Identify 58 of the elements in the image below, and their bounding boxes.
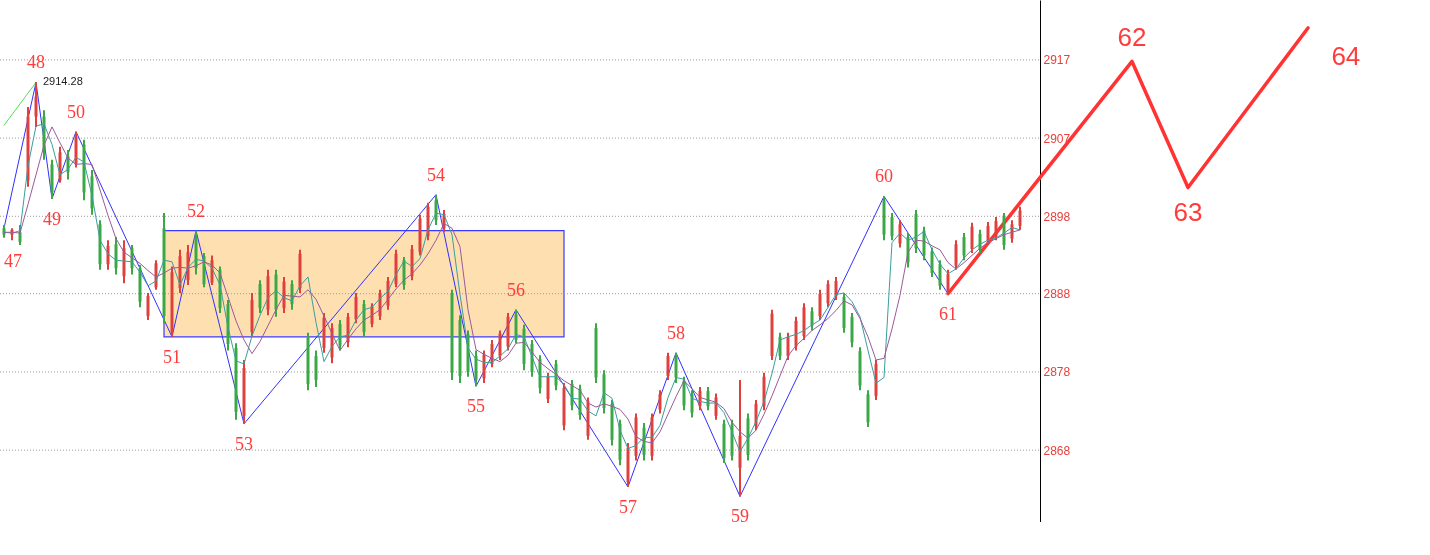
annotation: 62 — [1117, 22, 1147, 53]
annotation: 50 — [67, 101, 85, 122]
candlestick — [818, 288, 822, 322]
annotation: 51 — [163, 346, 181, 367]
candlestick — [962, 232, 966, 262]
candlestick — [546, 371, 550, 405]
candlestick — [954, 239, 958, 271]
candlestick — [690, 389, 694, 419]
annotation: 63 — [1173, 196, 1203, 227]
candlestick — [666, 351, 670, 381]
annotation: 55 — [467, 396, 485, 417]
candlestick — [34, 81, 38, 128]
candlestick — [786, 331, 790, 361]
y-tick-label: 2878 — [1043, 365, 1071, 380]
candlestick — [474, 349, 478, 388]
candlestick — [114, 236, 118, 276]
candlestick — [970, 221, 974, 255]
candlestick — [890, 212, 894, 242]
candlestick — [434, 193, 438, 227]
annotation: 64 — [1331, 40, 1361, 71]
candlestick — [930, 246, 934, 278]
candlestick — [898, 219, 902, 249]
candlestick — [146, 291, 150, 322]
candlestick — [258, 279, 262, 314]
candlestick — [314, 349, 318, 389]
candlestick — [674, 351, 678, 385]
candlestick — [338, 319, 342, 352]
candlestick — [946, 268, 950, 295]
candlestick — [834, 275, 838, 302]
y-tick-label: 2898 — [1043, 209, 1071, 224]
candlestick — [938, 259, 942, 291]
annotation: 54 — [427, 164, 445, 185]
y-tick-label: 2888 — [1043, 287, 1071, 302]
candlestick — [1018, 205, 1022, 231]
annotation: 53 — [235, 433, 253, 454]
candlestick — [986, 220, 990, 247]
annotation: 52 — [187, 200, 205, 221]
line-series — [946, 26, 1310, 296]
candlestick — [498, 329, 502, 361]
candlestick — [810, 306, 814, 332]
candlestick — [658, 389, 662, 415]
candlestick — [994, 216, 998, 242]
text: 2914.28 — [43, 75, 83, 88]
candlestick — [18, 224, 22, 247]
y-tick-label: 2868 — [1043, 443, 1071, 458]
annotation: 59 — [731, 506, 749, 527]
annotation: 48 — [27, 52, 45, 73]
annotation: 61 — [939, 303, 957, 324]
annotation: 58 — [667, 322, 685, 343]
annotation: 60 — [875, 166, 893, 187]
annotation: 56 — [507, 279, 525, 300]
candlestick — [354, 291, 358, 325]
y-tick-label: 2917 — [1043, 53, 1071, 68]
annotation: 57 — [619, 496, 637, 517]
y-tick-label: 2907 — [1043, 131, 1071, 146]
annotation: 47 — [4, 250, 22, 271]
annotation: 49 — [43, 208, 61, 229]
candlestick — [826, 279, 830, 309]
